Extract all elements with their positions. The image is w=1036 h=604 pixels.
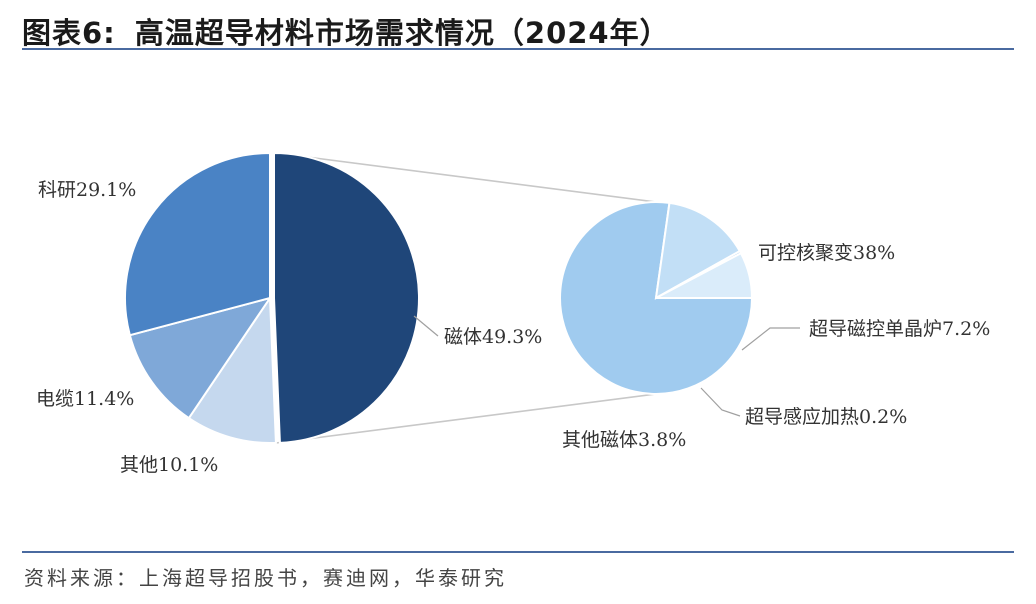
- main-label-3: 科研29.1%: [38, 179, 136, 201]
- main-label-1: 其他10.1%: [120, 454, 218, 476]
- breakdown-label-0: 可控核聚变38%: [758, 242, 895, 264]
- breakdown-label-1: 超导磁控单晶炉7.2%: [809, 318, 990, 340]
- source-note: 资料来源：上海超导招股书，赛迪网，华泰研究: [24, 566, 507, 590]
- main-slice-1: [187, 294, 277, 444]
- slice-labels: 磁体49.3% 其他10.1% 电缆11.4% 科研29.1% 可控核聚变38% 超导磁控…: [36, 179, 990, 476]
- breakdown-slice-3: [655, 251, 754, 299]
- connector-line-1: [275, 393, 657, 444]
- title-text: 高温超导材料市场需求情况（2024年）: [134, 16, 670, 50]
- main-slice-3: [124, 151, 271, 337]
- breakdown-label-2: 超导感应加热0.2%: [745, 406, 907, 428]
- breakdown-leader-1: [741, 327, 800, 351]
- breakdown-label-3: 其他磁体3.8%: [562, 429, 686, 451]
- bottom-rule: [22, 551, 1014, 553]
- main-slice-2: [128, 296, 273, 420]
- top-rule: [22, 48, 1014, 50]
- main-slice-0: [273, 151, 420, 444]
- leader-lines: [413, 315, 800, 417]
- breakdown-leader-2: [700, 387, 741, 417]
- connector-lines: [275, 152, 657, 444]
- connector-line-0: [275, 152, 657, 203]
- main-pie: [124, 151, 420, 444]
- main-label-0: 磁体49.3%: [444, 326, 542, 348]
- main-label-2: 电缆11.4%: [36, 388, 134, 410]
- title-prefix: 图表6:: [22, 16, 116, 50]
- breakdown-slice-1: [654, 201, 742, 300]
- chart-title: 图表6: 高温超导材料市场需求情况（2024年）: [22, 10, 670, 52]
- main-leader-0: [413, 315, 439, 337]
- breakdown-pie: [559, 201, 754, 395]
